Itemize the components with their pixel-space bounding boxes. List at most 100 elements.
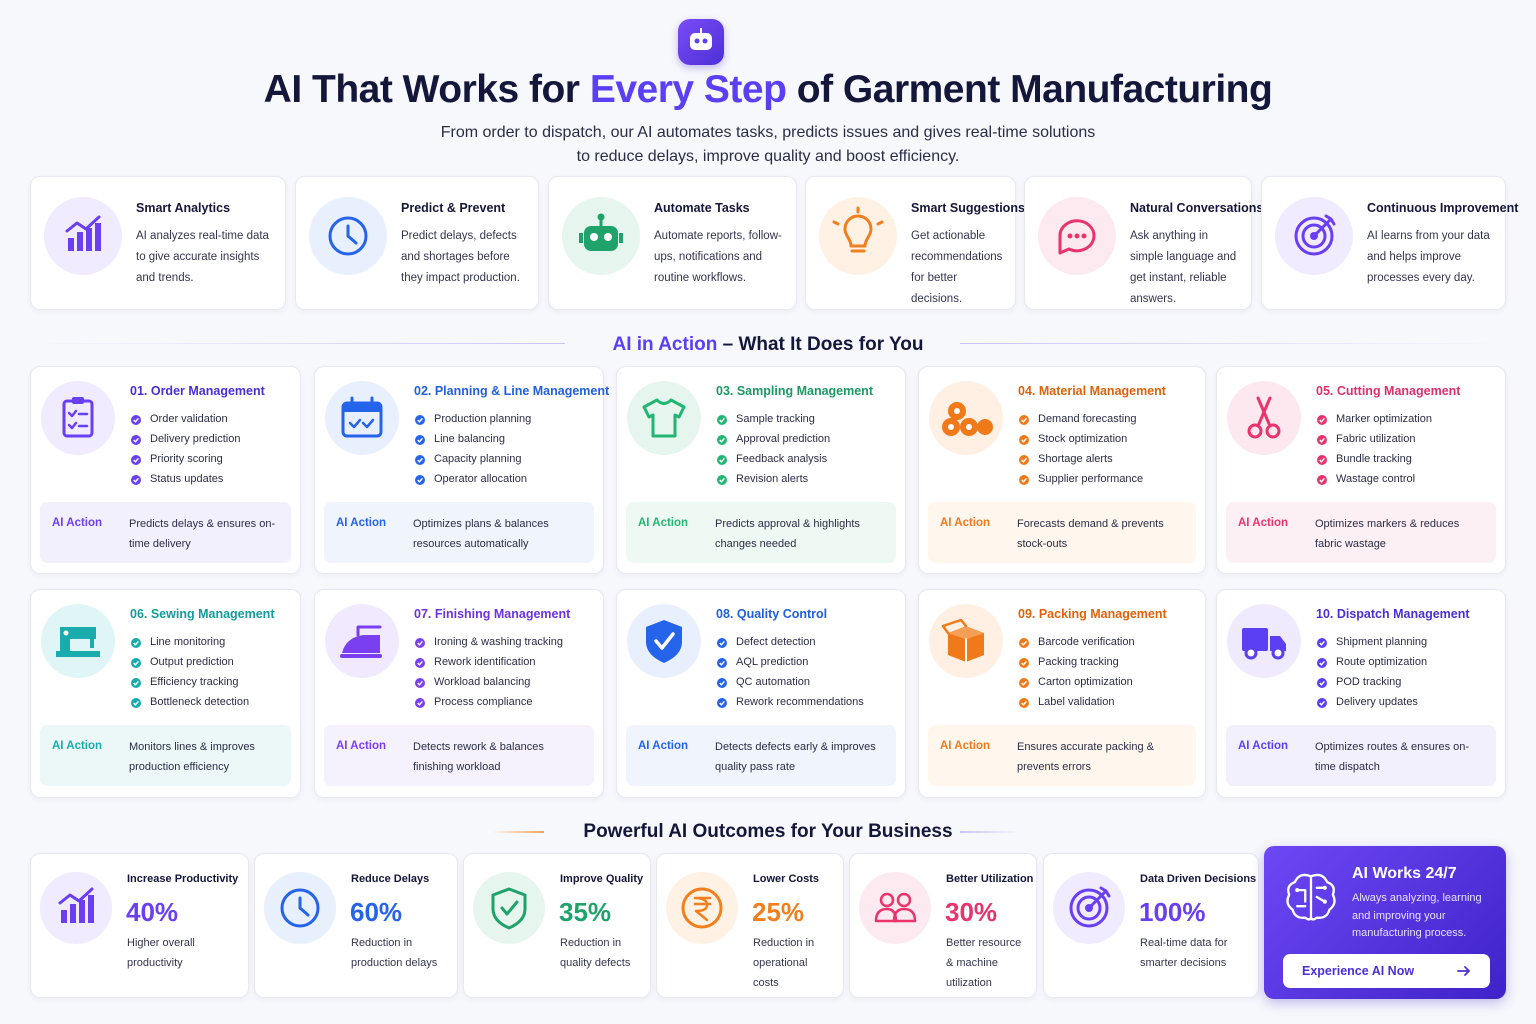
icon-glyph [328, 216, 368, 256]
section-title-part: – What It Does for You [722, 334, 924, 355]
module-bullet: Output prediction [150, 656, 234, 668]
icon-shape [1058, 219, 1096, 255]
bullet-check [415, 698, 425, 708]
icon-shape [1081, 233, 1087, 239]
module-title: 02. Planning & Line Management [414, 384, 610, 398]
action-label: AI Action [1238, 740, 1289, 752]
icon [325, 381, 399, 455]
bullet-dot [1317, 435, 1327, 445]
icon-shape [1301, 223, 1327, 249]
icon-glyph [491, 887, 527, 930]
module-bullet: Operator allocation [434, 473, 527, 485]
icon-glyph [832, 206, 884, 253]
icon-glyph [341, 396, 383, 438]
module-bullet: Feedback analysis [736, 453, 828, 465]
icon [929, 604, 1003, 678]
bullet-tick [719, 660, 725, 666]
bullet-tick [133, 437, 139, 443]
icon-shape [1265, 423, 1281, 439]
feature-text: Predict delays, defects and shortages be… [401, 230, 520, 284]
action-text: Optimizes markers & reduces fabric wasta… [1315, 518, 1460, 550]
outcome-value: 60% [350, 897, 403, 927]
bullet-check [717, 678, 727, 688]
module-bullet: Process compliance [434, 696, 533, 708]
module-bullet: Shipment planning [1336, 636, 1428, 648]
bullet-tick [133, 457, 139, 463]
module-bullet: Line monitoring [150, 636, 226, 648]
section-title: AI in Action – What It Does for You [0, 334, 1536, 356]
bullet-check [717, 415, 727, 425]
module-title: 06. Sewing Management [130, 607, 275, 621]
icon [819, 197, 897, 275]
icon-shape [61, 910, 67, 923]
bullet-check [1019, 455, 1029, 465]
cta-arrow [1457, 966, 1471, 976]
module-bullet: AQL prediction [736, 656, 809, 668]
logo-eye [702, 38, 708, 44]
icon-bg [41, 381, 115, 455]
icon [309, 197, 387, 275]
bullet-check [1019, 638, 1029, 648]
bullet-dot [717, 455, 727, 465]
icon-shape [1271, 646, 1285, 660]
bullet-dot [1019, 678, 1029, 688]
outcome-value: 35% [559, 897, 612, 927]
bullet-dot [131, 678, 141, 688]
icon-shape [56, 651, 100, 657]
module-bullet: Packing tracking [1038, 656, 1119, 668]
icon-shape [579, 233, 583, 243]
divider [492, 831, 544, 833]
action-text: Predicts delays & ensures on-time delive… [129, 518, 276, 550]
bullet-tick [1319, 700, 1325, 706]
action-label: AI Action [638, 740, 689, 752]
action-label: AI Action [940, 517, 991, 529]
bullet-tick [417, 417, 423, 423]
bullet-dot [131, 698, 141, 708]
action-label: AI Action [336, 740, 387, 752]
icon [41, 604, 115, 678]
icon-shape [977, 419, 993, 435]
cta-button[interactable]: Experience AI Now [1283, 954, 1490, 988]
icon-shape [948, 424, 954, 430]
bullet-dot [415, 475, 425, 485]
action-text: Optimizes routes & ensures on-time dispa… [1315, 741, 1470, 773]
icon-shape [654, 632, 675, 650]
bullet-dot [415, 455, 425, 465]
action-box [928, 502, 1196, 563]
bullet-check [415, 678, 425, 688]
icon-glyph [874, 892, 917, 923]
module-bullet: Route optimization [1336, 656, 1428, 668]
bullet-check [131, 475, 141, 485]
feature-title: Predict & Prevent [401, 201, 506, 215]
outcome-title: Reduce Delays [351, 873, 430, 885]
module-bullet: Sample tracking [736, 413, 815, 425]
module-bullet: Status updates [150, 473, 224, 485]
feature-title: Smart Suggestions [911, 201, 1025, 215]
bullet-dot [1019, 455, 1029, 465]
icon-shape [693, 896, 712, 922]
icon-bg [819, 197, 897, 275]
icon-shape [1296, 886, 1326, 908]
icon-glyph [579, 213, 623, 251]
icon-bg [627, 381, 701, 455]
icon-bg [325, 381, 399, 455]
bullet-tick [719, 640, 725, 646]
bullet-check [415, 415, 425, 425]
bullet-dot [415, 415, 425, 425]
divider [960, 343, 1504, 344]
bullet-check [415, 455, 425, 465]
icon-bg [929, 381, 1003, 455]
icon-shape [874, 907, 898, 923]
module-bullet: Production planning [434, 413, 532, 425]
module-title: 07. Finishing Management [414, 607, 571, 621]
icon-glyph [942, 402, 993, 436]
icon-glyph [280, 888, 320, 928]
outcome-title: Lower Costs [753, 873, 820, 885]
module-bullet: Efficiency tracking [150, 676, 239, 688]
icon-glyph [646, 620, 682, 663]
cta-title: AI Works 24/7 [1352, 865, 1457, 882]
bullet-check [415, 435, 425, 445]
icon [1227, 604, 1301, 678]
icon-shape [1074, 233, 1080, 239]
